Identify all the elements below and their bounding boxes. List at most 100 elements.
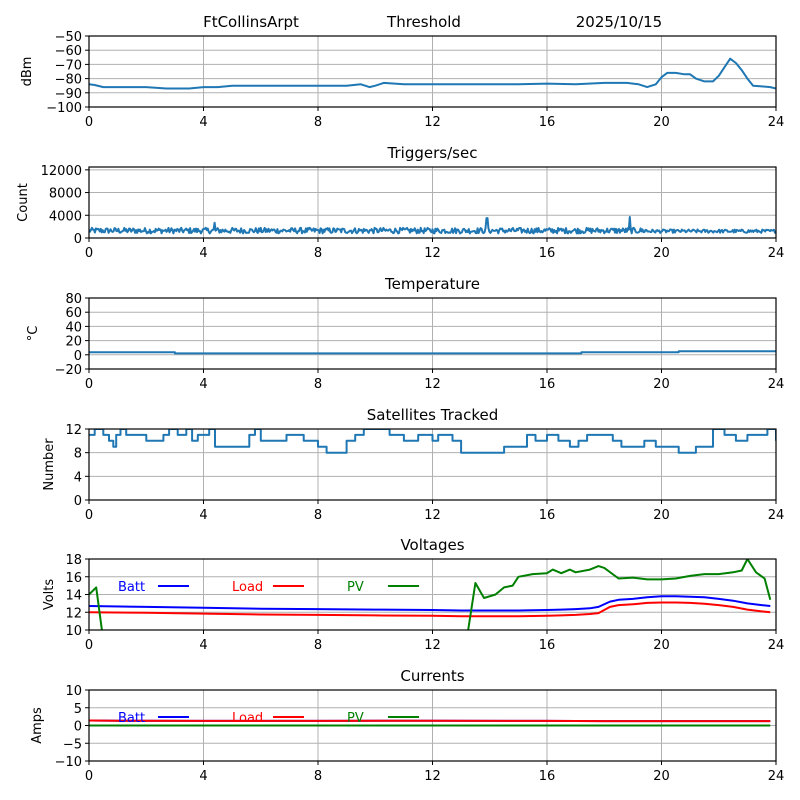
x-tick-label: 12 xyxy=(424,638,441,653)
x-tick-label: 8 xyxy=(314,508,322,523)
panel-title: Temperature xyxy=(384,275,480,293)
y-tick-label: −20 xyxy=(55,363,82,378)
panel-title: Voltages xyxy=(400,536,464,554)
y-tick-label: −90 xyxy=(55,87,82,102)
y-axis-label: Volts xyxy=(42,579,57,611)
series-group xyxy=(89,559,772,630)
x-tick-label: 16 xyxy=(539,638,556,653)
x-tick-label: 24 xyxy=(768,115,785,130)
x-tick-label: 16 xyxy=(539,769,556,784)
y-tick-label: 8 xyxy=(74,447,82,462)
series-line-triggers-sec xyxy=(89,216,776,235)
y-tick-label: −60 xyxy=(55,44,82,59)
x-tick-label: 16 xyxy=(539,508,556,523)
legend-label-batt: Batt xyxy=(118,580,145,595)
y-tick-label: 12 xyxy=(65,606,82,621)
y-axis-label: Count xyxy=(16,183,31,222)
x-tick-label: 12 xyxy=(424,508,441,523)
y-axis-label: Amps xyxy=(30,707,45,744)
x-tick-label: 0 xyxy=(85,377,93,392)
x-tick-label: 16 xyxy=(539,377,556,392)
y-tick-label: −10 xyxy=(55,755,82,770)
station-title: FtCollinsArpt xyxy=(203,13,299,31)
x-tick-label: 12 xyxy=(424,115,441,130)
y-tick-label: −80 xyxy=(55,73,82,88)
x-tick-label: 20 xyxy=(653,508,670,523)
y-tick-label: 0 xyxy=(74,494,82,509)
legend-label-batt: Batt xyxy=(118,711,145,726)
y-tick-label: 0 xyxy=(74,232,82,247)
x-tick-label: 20 xyxy=(653,377,670,392)
x-tick-label: 24 xyxy=(768,246,785,261)
x-tick-label: 4 xyxy=(199,769,207,784)
x-tick-label: 24 xyxy=(768,508,785,523)
x-tick-label: 20 xyxy=(653,638,670,653)
threshold-title: Threshold xyxy=(386,13,461,31)
y-tick-label: 5 xyxy=(74,702,82,717)
series-line-temperature xyxy=(89,350,776,355)
panel-triggers: 0 4 8 12 16 20 24 0 4000 8000 12000 Triggers/sec Cou… xyxy=(16,144,784,261)
y-tick-label: −50 xyxy=(55,30,82,45)
y-tick-label: 10 xyxy=(65,684,82,699)
x-tick-label: 0 xyxy=(85,246,93,261)
series-group xyxy=(89,350,776,355)
x-tick-label: 4 xyxy=(199,115,207,130)
legend-label-pv: PV xyxy=(347,711,364,726)
y-tick-label: 4000 xyxy=(49,209,82,224)
y-axis-label: Number xyxy=(42,438,57,491)
legend-label-load: Load xyxy=(232,580,263,595)
y-tick-label: 10 xyxy=(65,624,82,639)
y-tick-label: 14 xyxy=(65,589,82,604)
x-tick-label: 12 xyxy=(424,377,441,392)
y-tick-label: 18 xyxy=(65,553,82,568)
y-tick-label: 40 xyxy=(65,320,82,335)
y-tick-label: 0 xyxy=(74,720,82,735)
series-group xyxy=(89,429,776,454)
x-tick-label: 4 xyxy=(199,638,207,653)
y-axis-label: °C xyxy=(26,326,41,342)
x-tick-label: 4 xyxy=(199,246,207,261)
x-tick-label: 24 xyxy=(768,769,785,784)
y-tick-label: 0 xyxy=(74,349,82,364)
series-line-load xyxy=(89,719,771,723)
x-tick-label: 8 xyxy=(314,246,322,261)
x-tick-label: 20 xyxy=(653,769,670,784)
panel-currents: Batt Load PV 0 4 8 12 16 20 24 −10 −5 0 5 10 Currents Am… xyxy=(30,667,784,784)
panel-threshold: 0 4 8 12 16 20 24 −50−60−70−80−90−100 dBm xyxy=(20,30,784,130)
panel-title: Triggers/sec xyxy=(387,144,478,162)
x-tick-label: 8 xyxy=(314,377,322,392)
y-axis-label: dBm xyxy=(20,57,35,87)
series-group xyxy=(89,57,776,90)
x-tick-label: 0 xyxy=(85,638,93,653)
x-tick-label: 8 xyxy=(314,638,322,653)
series-line-satellites xyxy=(89,429,776,454)
x-tick-label: 20 xyxy=(653,115,670,130)
y-tick-label: 8000 xyxy=(49,187,82,202)
x-tick-label: 24 xyxy=(768,377,785,392)
x-tick-label: 4 xyxy=(199,508,207,523)
y-tick-label: 60 xyxy=(65,306,82,321)
series-group xyxy=(89,719,771,727)
y-tick-label: −5 xyxy=(63,737,82,752)
date-title: 2025/10/15 xyxy=(576,13,662,31)
x-tick-label: 4 xyxy=(199,377,207,392)
x-tick-label: 12 xyxy=(424,769,441,784)
series-line-batt xyxy=(89,595,771,612)
y-tick-label: 12 xyxy=(65,423,82,438)
panel-title: Currents xyxy=(400,667,464,685)
x-tick-label: 16 xyxy=(539,115,556,130)
y-tick-label: −100 xyxy=(46,101,82,116)
y-tick-label: 4 xyxy=(74,470,82,485)
panel-title: Satellites Tracked xyxy=(367,406,498,424)
x-tick-label: 0 xyxy=(85,769,93,784)
x-tick-label: 24 xyxy=(768,638,785,653)
x-tick-label: 0 xyxy=(85,508,93,523)
series-line-pv xyxy=(89,559,772,630)
panel-voltages: Batt Load PV 0 4 8 12 16 20 24 10 12 14 16 18 Voltages V… xyxy=(42,536,784,653)
y-tick-label: 16 xyxy=(65,571,82,586)
y-tick-label: 12000 xyxy=(41,164,82,179)
